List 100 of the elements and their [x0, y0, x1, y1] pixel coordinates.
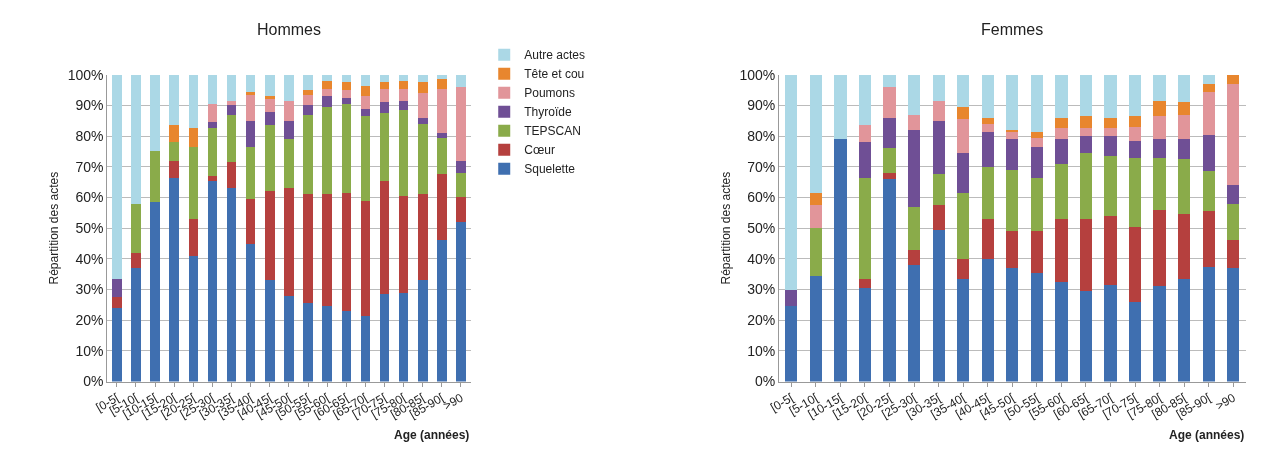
- bar: [785, 289, 798, 307]
- bar: [1055, 281, 1068, 382]
- x-tick-label: >90: [1213, 390, 1239, 413]
- bar: [265, 74, 275, 97]
- bar: [456, 197, 466, 223]
- bar: [907, 206, 921, 250]
- y-tick-label: 20%: [747, 312, 776, 329]
- bar: [1030, 231, 1043, 273]
- legend-label: Poumons: [524, 86, 575, 101]
- bar: [932, 100, 945, 121]
- bar: [907, 114, 921, 131]
- bar: [1055, 117, 1068, 129]
- bar: [322, 80, 332, 89]
- x-axis-title: Age (années): [394, 428, 470, 442]
- y-tick-label: 30%: [747, 281, 776, 298]
- bar: [131, 74, 141, 204]
- bar: [303, 114, 313, 195]
- bar: [1055, 218, 1068, 282]
- y-tick-label: 50%: [747, 220, 776, 237]
- bar: [437, 137, 447, 175]
- bar: [1178, 74, 1191, 103]
- bar: [150, 74, 160, 152]
- bar: [1079, 74, 1093, 117]
- legend-label: Tête et cou: [524, 67, 585, 82]
- bar: [957, 107, 970, 120]
- bar: [245, 120, 256, 147]
- bar: [169, 160, 179, 178]
- bar: [150, 202, 160, 382]
- bar: [284, 120, 294, 140]
- bar: [207, 122, 218, 129]
- bar: [226, 162, 237, 189]
- bar: [169, 74, 179, 126]
- chart-title: Hommes: [257, 21, 322, 38]
- bar: [303, 74, 313, 91]
- bar: [188, 255, 199, 382]
- bar: [1055, 163, 1068, 219]
- bar: [1006, 74, 1019, 131]
- bar: [360, 96, 371, 109]
- bar: [437, 240, 447, 382]
- bar: [1178, 102, 1191, 115]
- bar: [907, 74, 921, 115]
- bar: [1104, 128, 1117, 137]
- bar: [981, 258, 994, 382]
- bar: [226, 114, 237, 163]
- bar: [1030, 272, 1043, 382]
- bar: [809, 228, 823, 276]
- bar: [858, 287, 872, 382]
- bar: [398, 74, 409, 81]
- bar: [1178, 214, 1191, 279]
- bar: [112, 278, 122, 298]
- bar: [1153, 157, 1166, 210]
- bar: [341, 97, 352, 104]
- bar: [207, 128, 218, 177]
- bar: [226, 188, 237, 382]
- bar: [437, 79, 447, 89]
- bar: [207, 103, 218, 123]
- bar: [1030, 131, 1043, 138]
- bar: [1104, 117, 1117, 129]
- bar: [1202, 134, 1215, 172]
- bar: [809, 275, 823, 382]
- bar: [303, 194, 313, 304]
- bar: [245, 146, 256, 200]
- bar: [437, 133, 447, 138]
- bar: [1153, 286, 1166, 382]
- bar: [379, 82, 390, 89]
- bar: [1030, 177, 1043, 232]
- y-tick-label: 10%: [747, 342, 776, 359]
- bar: [284, 139, 294, 189]
- bar: [341, 90, 352, 98]
- y-tick-label: 90%: [75, 97, 104, 114]
- bar: [932, 229, 945, 382]
- bar: [834, 74, 847, 140]
- bar: [265, 111, 275, 126]
- bar: [1178, 139, 1191, 160]
- bar: [858, 74, 872, 126]
- bar: [1104, 215, 1117, 285]
- y-tick-label: 100%: [67, 66, 104, 83]
- bar: [1055, 139, 1068, 164]
- bar: [265, 125, 275, 192]
- legend-label: Squelette: [524, 162, 576, 177]
- bar: [1202, 266, 1215, 382]
- bar: [1128, 116, 1142, 127]
- bar: [1128, 140, 1142, 158]
- bar: [1006, 129, 1019, 132]
- bar: [456, 160, 466, 173]
- y-tick-label: 60%: [75, 189, 104, 206]
- bar: [1079, 153, 1093, 219]
- bar: [981, 166, 994, 219]
- bar: [907, 130, 921, 207]
- bar: [957, 153, 970, 193]
- bar: [1104, 284, 1117, 382]
- bar: [957, 278, 970, 382]
- bar: [1128, 126, 1142, 141]
- bar: [437, 174, 447, 241]
- bar: [245, 94, 256, 121]
- bar: [981, 117, 994, 124]
- bar: [245, 243, 256, 382]
- bar: [169, 125, 179, 143]
- bar: [417, 123, 428, 195]
- bar: [1202, 211, 1215, 267]
